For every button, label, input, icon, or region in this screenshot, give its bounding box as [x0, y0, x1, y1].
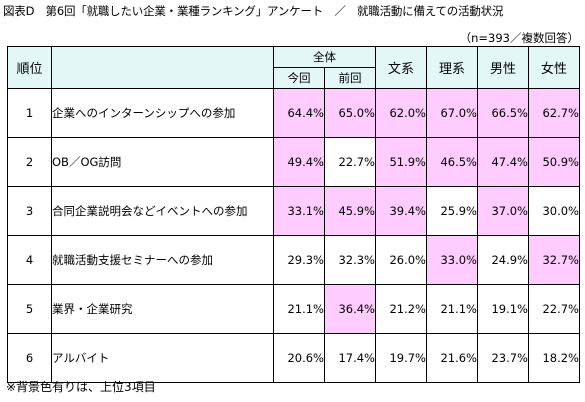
header-current: 今回	[273, 67, 325, 89]
female-value: 22.7%	[528, 284, 580, 334]
highlight-note: ※背景色有りは、上位3項目	[6, 380, 156, 394]
sciences-value: 21.1%	[426, 284, 478, 334]
sample-note: （n=393／複数回答）	[459, 31, 579, 45]
male-value: 37.0%	[477, 186, 529, 236]
header-male: 男性	[477, 46, 529, 89]
humanities-value: 62.0%	[375, 88, 427, 138]
humanities-value: 21.2%	[375, 284, 427, 334]
activity-label: アルバイト	[51, 333, 274, 383]
previous-value: 36.4%	[324, 284, 376, 334]
humanities-value: 51.9%	[375, 137, 427, 187]
current-value: 64.4%	[273, 88, 325, 138]
table-row: 4 就職活動支援セミナーへの参加 29.3% 32.3% 26.0% 33.0% 24.9%…	[7, 235, 580, 285]
male-value: 19.1%	[477, 284, 529, 334]
header-previous: 前回	[324, 67, 376, 89]
previous-value: 65.0%	[324, 88, 376, 138]
header-blank	[51, 46, 274, 89]
header-sciences: 理系	[426, 46, 478, 89]
rank-cell: 1	[7, 88, 52, 138]
figure-title: 図表D 第6回「就職したい企業・業種ランキング」アンケート ／ 就職活動に備えて…	[3, 4, 504, 18]
female-value: 32.7%	[528, 235, 580, 285]
activity-label: OB／OG訪問	[51, 137, 274, 187]
current-value: 29.3%	[273, 235, 325, 285]
previous-value: 22.7%	[324, 137, 376, 187]
female-value: 18.2%	[528, 333, 580, 383]
header-female: 女性	[528, 46, 580, 89]
sciences-value: 67.0%	[426, 88, 478, 138]
table-row: 1 企業へのインターンシップへの参加 64.4% 65.0% 62.0% 67.0% 66.…	[7, 88, 580, 138]
rank-cell: 2	[7, 137, 52, 187]
current-value: 33.1%	[273, 186, 325, 236]
header-rank: 順位	[7, 46, 52, 89]
male-value: 47.4%	[477, 137, 529, 187]
table-row: 2 OB／OG訪問 49.4% 22.7% 51.9% 46.5% 47.4% 50.9%	[7, 137, 580, 187]
male-value: 23.7%	[477, 333, 529, 383]
female-value: 30.0%	[528, 186, 580, 236]
current-value: 20.6%	[273, 333, 325, 383]
rank-cell: 4	[7, 235, 52, 285]
rank-cell: 3	[7, 186, 52, 236]
male-value: 66.5%	[477, 88, 529, 138]
previous-value: 17.4%	[324, 333, 376, 383]
sciences-value: 21.6%	[426, 333, 478, 383]
activity-label: 業界・企業研究	[51, 284, 274, 334]
current-value: 49.4%	[273, 137, 325, 187]
table-row: 3 合同企業説明会などイベントへの参加 33.1% 45.9% 39.4% 25.9% 37…	[7, 186, 580, 236]
rank-cell: 5	[7, 284, 52, 334]
table-row: 6 アルバイト 20.6% 17.4% 19.7% 21.6% 23.7% 18.2%	[7, 333, 580, 383]
female-value: 62.7%	[528, 88, 580, 138]
activity-label: 企業へのインターンシップへの参加	[51, 88, 274, 138]
sciences-value: 33.0%	[426, 235, 478, 285]
activity-label: 就職活動支援セミナーへの参加	[51, 235, 274, 285]
activity-table: 順位 全体 文系 理系 男性 女性 今回 前回 1 企業へのインターンシップへの参…	[7, 46, 580, 383]
rank-cell: 6	[7, 333, 52, 383]
previous-value: 45.9%	[324, 186, 376, 236]
humanities-value: 26.0%	[375, 235, 427, 285]
previous-value: 32.3%	[324, 235, 376, 285]
header-humanities: 文系	[375, 46, 427, 89]
female-value: 50.9%	[528, 137, 580, 187]
humanities-value: 19.7%	[375, 333, 427, 383]
sciences-value: 25.9%	[426, 186, 478, 236]
current-value: 21.1%	[273, 284, 325, 334]
activity-label: 合同企業説明会などイベントへの参加	[51, 186, 274, 236]
table-row: 5 業界・企業研究 21.1% 36.4% 21.2% 21.1% 19.1% 22.7%	[7, 284, 580, 334]
sciences-value: 46.5%	[426, 137, 478, 187]
header-overall: 全体	[273, 46, 376, 68]
male-value: 24.9%	[477, 235, 529, 285]
humanities-value: 39.4%	[375, 186, 427, 236]
